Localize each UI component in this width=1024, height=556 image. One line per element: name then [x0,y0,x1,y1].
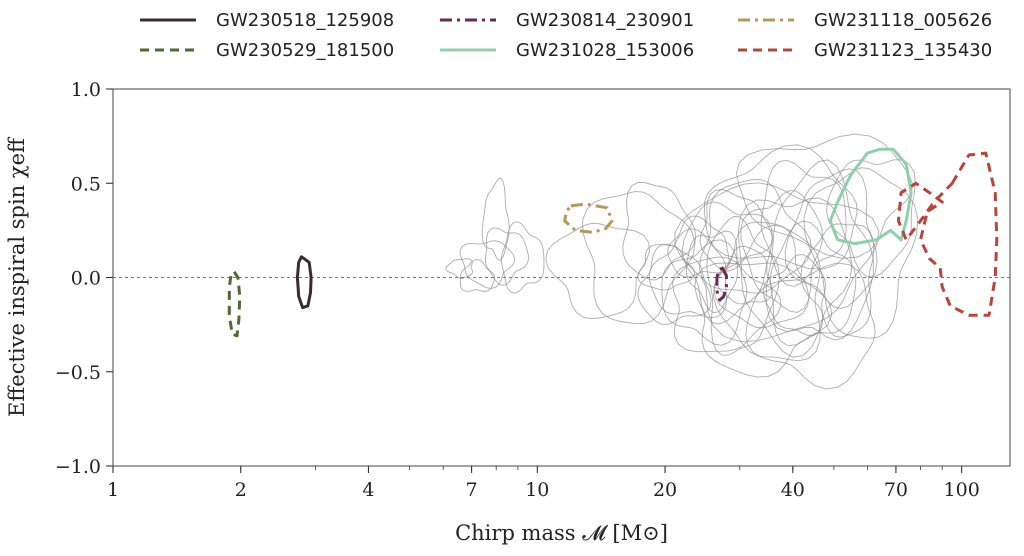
event-contour-GW231123_135430 [897,151,999,317]
event-contour-GW231118_005626 [563,202,614,234]
legend-label: GW231118_005626 [814,10,992,31]
y-tick-label: 0.5 [71,173,101,195]
population-contour [826,159,916,278]
y-tick-label: −0.5 [55,362,101,384]
population-contour [736,133,913,259]
x-tick-label: 70 [884,479,908,501]
population-contour [445,258,473,279]
y-axis-label: Effective inspiral spin χeff [5,136,29,417]
x-tick-label: 7 [466,479,478,501]
population-contour [481,177,510,261]
y-tick-label: −1.0 [55,456,101,478]
x-axis-ticks: 1 2 4 7 10 20 40 70 100 [107,466,980,501]
population-contour [699,179,812,294]
population-contour [459,259,496,292]
legend-label: GW231028_153006 [516,40,694,61]
highlighted-events [227,147,999,338]
x-tick-label: 40 [781,479,805,501]
legend-label: GW230529_181500 [216,40,394,61]
x-tick-label: 10 [525,479,549,501]
population-contour [648,228,728,319]
event-contour-GW230814_230901 [715,266,728,302]
population-contour [672,256,782,353]
population-contour [703,144,858,270]
population-contour [762,254,826,337]
population-contour [661,239,748,346]
population-contour [803,167,919,339]
x-axis-label: Chirp mass 𝓜 [M⊙] [455,521,668,545]
event-contour-GW231028_153006 [828,147,913,246]
population-contour [667,215,730,278]
x-tick-label: 20 [653,479,677,501]
population-contour [484,227,529,286]
population-contour [622,182,696,281]
legend: GW230518_125908 GW230529_181500 GW230814_2… [140,10,992,61]
y-tick-label: 0.0 [71,268,101,290]
population-contour [685,230,738,314]
population-contour [694,262,833,378]
legend-label: GW231123_135430 [814,40,992,61]
plot-area [112,88,1011,467]
y-axis-ticks: −1.0 −0.5 0.0 0.5 1.0 [55,79,113,478]
population-contour [637,244,696,291]
legend-label: GW230518_125908 [216,10,394,31]
population-contour [745,262,876,390]
x-tick-label: 100 [944,479,980,501]
event-contour-GW230518_125908 [295,255,313,310]
population-contour [582,191,696,325]
population-contour [637,243,712,325]
population-contours [445,133,919,390]
x-tick-label: 2 [235,479,247,501]
x-tick-label: 1 [107,479,119,501]
legend-label: GW230814_230901 [516,10,694,31]
population-contour [500,221,545,294]
y-tick-label: 1.0 [71,79,101,101]
population-contour [784,168,878,309]
population-contour [699,189,773,272]
population-contour [706,216,780,356]
population-contour [760,159,847,287]
population-contour [712,224,821,362]
population-contour [740,190,823,313]
x-tick-label: 4 [362,479,374,501]
population-contour [674,182,880,343]
population-contour [545,222,650,320]
population-contour [459,240,516,289]
event-contour-GW230529_181500 [227,270,242,338]
